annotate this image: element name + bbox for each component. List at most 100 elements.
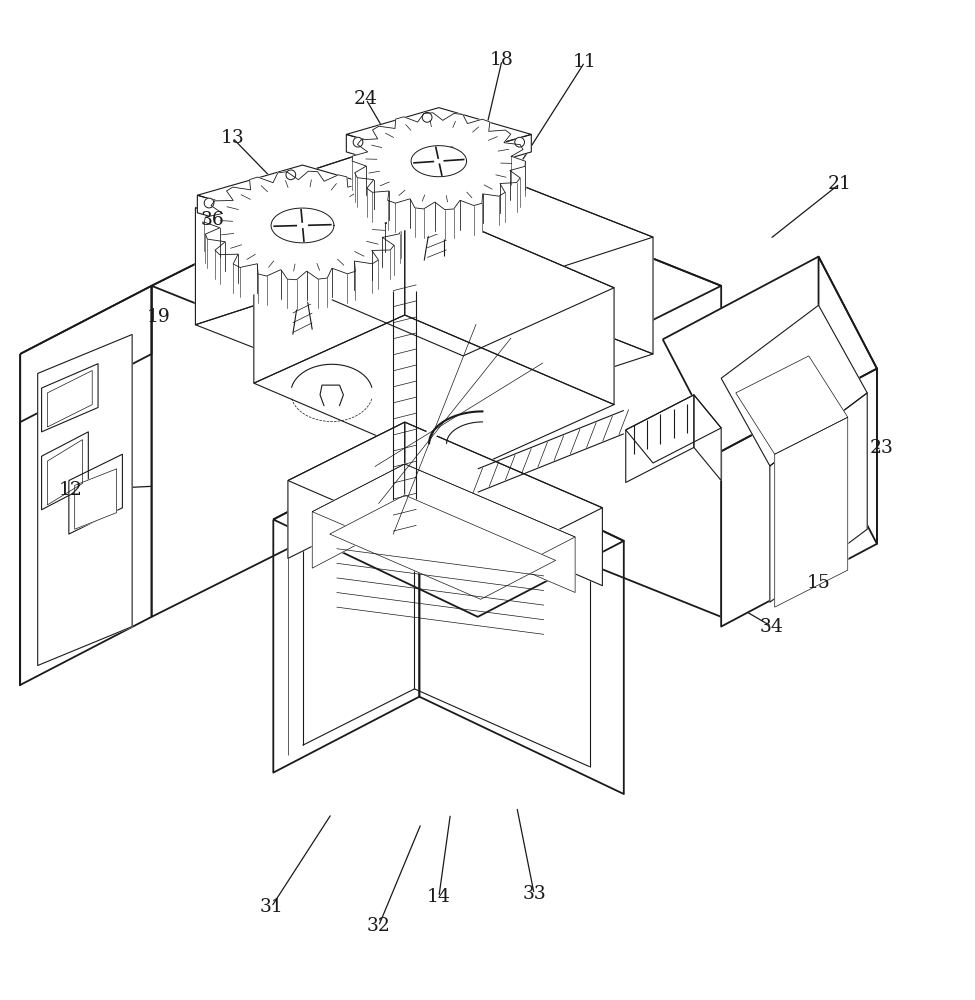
Polygon shape — [511, 156, 526, 190]
Polygon shape — [48, 440, 83, 505]
Text: 32: 32 — [367, 917, 390, 935]
Polygon shape — [453, 200, 460, 238]
Polygon shape — [205, 171, 401, 280]
Polygon shape — [819, 257, 877, 544]
Circle shape — [286, 170, 295, 180]
Text: 23: 23 — [870, 439, 894, 457]
Polygon shape — [254, 198, 405, 383]
Polygon shape — [48, 371, 93, 427]
Polygon shape — [405, 464, 575, 592]
Polygon shape — [219, 254, 238, 284]
Polygon shape — [233, 264, 240, 297]
Polygon shape — [205, 222, 219, 257]
Polygon shape — [330, 495, 556, 599]
Polygon shape — [352, 113, 526, 210]
Polygon shape — [296, 271, 307, 309]
Polygon shape — [355, 261, 356, 300]
Polygon shape — [288, 279, 296, 309]
Polygon shape — [151, 159, 722, 412]
Polygon shape — [281, 270, 288, 308]
Circle shape — [422, 113, 432, 122]
Text: 24: 24 — [354, 90, 377, 108]
Polygon shape — [395, 199, 410, 232]
Polygon shape — [400, 229, 401, 263]
Circle shape — [446, 147, 455, 156]
Polygon shape — [328, 268, 332, 307]
Polygon shape — [346, 134, 439, 179]
Polygon shape — [499, 192, 505, 225]
Circle shape — [204, 198, 214, 208]
Polygon shape — [240, 264, 257, 297]
Circle shape — [353, 137, 363, 147]
Polygon shape — [423, 202, 435, 238]
Polygon shape — [69, 454, 123, 534]
Text: 13: 13 — [220, 129, 245, 147]
Polygon shape — [626, 395, 722, 463]
Polygon shape — [266, 270, 281, 305]
Circle shape — [391, 198, 401, 208]
Polygon shape — [75, 469, 117, 529]
Text: 18: 18 — [490, 51, 514, 69]
Polygon shape — [483, 194, 499, 225]
Text: 34: 34 — [760, 618, 784, 636]
Polygon shape — [419, 444, 624, 794]
Polygon shape — [372, 260, 378, 293]
Polygon shape — [215, 250, 219, 284]
Polygon shape — [722, 369, 877, 627]
Polygon shape — [775, 417, 847, 607]
Circle shape — [515, 137, 525, 147]
Polygon shape — [367, 180, 373, 217]
Polygon shape — [355, 173, 357, 207]
Polygon shape — [474, 203, 482, 235]
Polygon shape — [388, 191, 389, 230]
Polygon shape — [254, 315, 614, 473]
Polygon shape — [307, 271, 318, 308]
Polygon shape — [510, 166, 525, 200]
Polygon shape — [352, 161, 367, 195]
Polygon shape — [355, 166, 367, 202]
Polygon shape — [663, 257, 877, 451]
Polygon shape — [195, 140, 653, 305]
Polygon shape — [405, 422, 603, 586]
Polygon shape — [38, 334, 133, 666]
Text: 11: 11 — [573, 53, 597, 71]
Text: 14: 14 — [427, 888, 450, 906]
Text: 15: 15 — [806, 574, 831, 592]
Polygon shape — [355, 261, 372, 293]
Polygon shape — [318, 278, 328, 308]
Polygon shape — [405, 198, 614, 405]
Text: 33: 33 — [523, 885, 546, 903]
Polygon shape — [510, 170, 521, 207]
Polygon shape — [445, 209, 453, 239]
Polygon shape — [385, 223, 401, 258]
Polygon shape — [254, 198, 614, 356]
Polygon shape — [382, 237, 394, 275]
Polygon shape — [151, 159, 405, 617]
Polygon shape — [206, 234, 208, 268]
Polygon shape — [405, 140, 653, 354]
Polygon shape — [414, 208, 423, 238]
Polygon shape — [288, 422, 405, 558]
Polygon shape — [388, 200, 395, 232]
Polygon shape — [195, 140, 405, 325]
Polygon shape — [20, 286, 151, 422]
Polygon shape — [626, 395, 694, 482]
Polygon shape — [302, 195, 408, 243]
Polygon shape — [770, 393, 867, 602]
Circle shape — [309, 211, 319, 221]
Polygon shape — [288, 422, 603, 566]
Polygon shape — [42, 432, 89, 510]
Polygon shape — [411, 146, 467, 177]
Polygon shape — [517, 178, 521, 212]
Polygon shape — [371, 250, 378, 289]
Polygon shape — [367, 188, 372, 222]
Polygon shape — [332, 268, 347, 303]
Text: 21: 21 — [828, 175, 852, 193]
Polygon shape — [722, 305, 867, 466]
Polygon shape — [372, 191, 389, 222]
Polygon shape — [233, 254, 238, 293]
Polygon shape — [385, 217, 400, 252]
Text: 12: 12 — [58, 481, 83, 499]
Polygon shape — [215, 242, 225, 279]
Polygon shape — [273, 444, 419, 773]
